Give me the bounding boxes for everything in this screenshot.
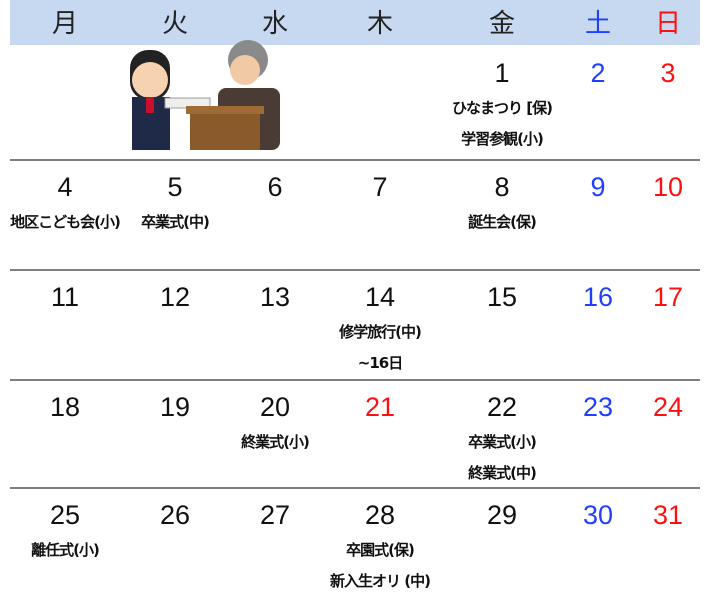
date: 10 <box>653 172 683 202</box>
day-header: 木 <box>367 9 393 39</box>
date: 20 <box>260 392 290 422</box>
day-header: 日 <box>655 9 681 39</box>
date: 13 <box>260 282 290 312</box>
date: 7 <box>372 172 387 202</box>
date: 31 <box>653 500 683 530</box>
date: 23 <box>583 392 613 422</box>
date: 17 <box>653 282 683 312</box>
date: 16 <box>583 282 613 312</box>
event: 終業式(中) <box>468 464 536 482</box>
date: 8 <box>494 172 509 202</box>
event: 修学旅行(中) <box>338 323 421 341</box>
date: 14 <box>365 282 395 312</box>
date: 25 <box>50 500 80 530</box>
date: 12 <box>160 282 190 312</box>
date: 21 <box>365 392 395 422</box>
event: 卒園式(保) <box>346 541 414 559</box>
date: 9 <box>590 172 605 202</box>
day-header: 火 <box>162 9 188 39</box>
date: 28 <box>365 500 395 530</box>
day-header: 土 <box>585 9 611 39</box>
event: 卒業式(中) <box>141 213 209 231</box>
date: 22 <box>487 392 517 422</box>
date: 4 <box>57 172 72 202</box>
event: ~16日 <box>358 354 402 372</box>
event: 学習参観(小) <box>461 130 543 148</box>
date: 27 <box>260 500 290 530</box>
date: 5 <box>167 172 182 202</box>
event: 終業式(小) <box>241 433 309 451</box>
date: 1 <box>494 58 509 88</box>
date: 11 <box>51 282 79 312</box>
illustration <box>130 40 280 150</box>
header-bg <box>10 0 700 45</box>
date: 3 <box>660 58 675 88</box>
date: 19 <box>160 392 190 422</box>
event: ひなまつり [保) <box>452 99 552 117</box>
event: 離任式(小) <box>31 541 99 559</box>
day-header: 水 <box>262 9 288 39</box>
date: 2 <box>590 58 605 88</box>
event: 地区こども会(小) <box>10 213 120 231</box>
day-header: 月 <box>52 9 78 39</box>
day-header: 金 <box>489 9 515 39</box>
date: 26 <box>160 500 190 530</box>
date: 30 <box>583 500 613 530</box>
event: 新入生オリ (中) <box>330 572 430 590</box>
event: 卒業式(小) <box>468 433 536 451</box>
date: 15 <box>487 282 517 312</box>
date: 24 <box>653 392 683 422</box>
date: 6 <box>267 172 282 202</box>
event: 誕生会(保) <box>468 213 536 231</box>
date: 18 <box>50 392 80 422</box>
date: 29 <box>487 500 517 530</box>
